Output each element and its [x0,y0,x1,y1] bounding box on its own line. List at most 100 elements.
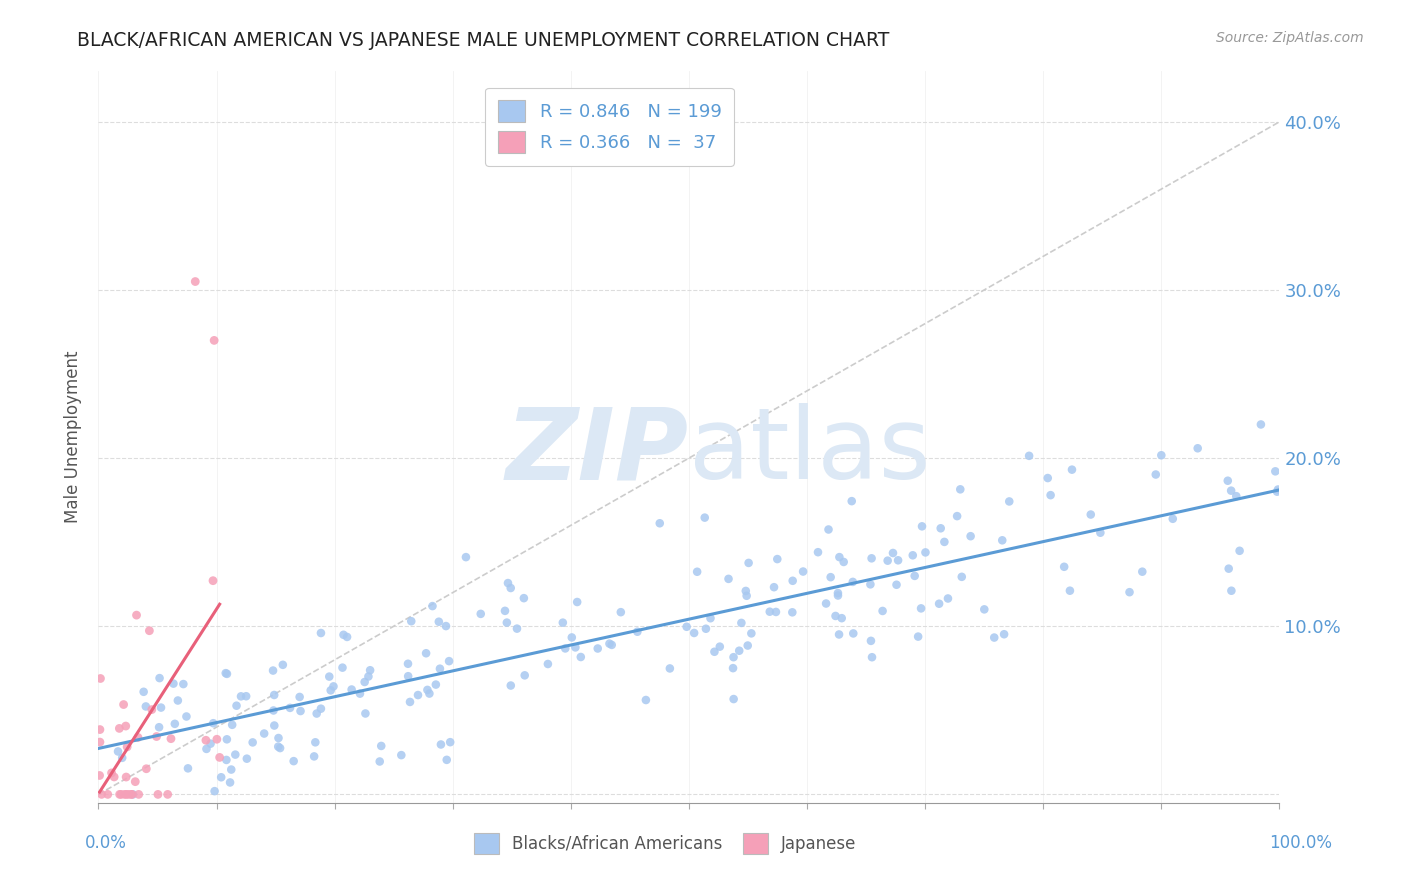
Point [686,565,709,579]
Point [626,624,648,639]
Point [569,650,592,665]
Point [723,692,745,706]
Point [876,554,898,568]
Point [215,753,238,767]
Point [263,688,285,702]
Point [1265,484,1288,499]
Point [998,494,1021,508]
Point [437,654,460,668]
Point [267,739,290,754]
Point [513,668,536,682]
Point [156,788,179,802]
Point [148,671,170,685]
Point [735,589,758,603]
Text: atlas: atlas [689,403,931,500]
Point [219,775,242,789]
Y-axis label: Male Unemployment: Male Unemployment [65,351,83,524]
Point [907,630,929,644]
Point [728,644,751,658]
Point [309,626,332,640]
Point [827,586,849,600]
Point [399,695,422,709]
Point [683,626,706,640]
Point [89,768,111,782]
Point [145,730,167,744]
Point [717,572,740,586]
Point [730,615,752,630]
Point [349,687,371,701]
Point [336,630,359,644]
Point [1059,583,1081,598]
Point [1090,525,1112,540]
Point [709,640,731,654]
Point [1150,448,1173,462]
Point [494,604,516,618]
Point [991,533,1014,548]
Point [564,640,586,655]
Point [910,601,932,615]
Point [146,788,169,802]
Point [215,666,238,681]
Point [117,788,139,802]
Point [911,519,934,533]
Point [737,639,759,653]
Point [1250,417,1272,432]
Point [766,552,789,566]
Legend: Blacks/African Americans, Japanese: Blacks/African Americans, Japanese [467,827,863,860]
Point [415,646,437,660]
Point [108,722,131,736]
Point [1220,583,1243,598]
Point [567,595,589,609]
Point [820,570,842,584]
Point [430,738,453,752]
Point [1130,565,1153,579]
Point [561,631,583,645]
Point [765,605,787,619]
Point [1161,512,1184,526]
Point [842,626,865,640]
Point [600,638,623,652]
Point [176,709,198,723]
Point [901,549,924,563]
Point [97,788,120,802]
Point [89,672,111,686]
Point [824,609,846,624]
Point [832,555,855,569]
Point [242,735,264,749]
Point [586,641,609,656]
Point [115,770,138,784]
Point [703,645,725,659]
Point [114,788,136,802]
Point [1053,559,1076,574]
Point [425,677,447,691]
Point [537,657,560,671]
Point [429,662,451,676]
Point [887,553,910,567]
Point [648,516,671,531]
Point [513,591,536,606]
Point [107,744,129,758]
Point [1264,464,1286,478]
Point [200,737,222,751]
Point [886,578,908,592]
Point [827,589,849,603]
Text: ZIP: ZIP [506,403,689,500]
Point [721,661,744,675]
Point [163,716,186,731]
Point [1267,483,1289,497]
Point [108,788,131,802]
Point [1225,489,1247,503]
Point [551,615,574,630]
Point [302,749,325,764]
Point [598,637,620,651]
Point [368,755,391,769]
Point [304,735,326,749]
Point [89,735,111,749]
Point [993,627,1015,641]
Point [737,556,759,570]
Point [859,577,882,591]
Point [263,718,285,732]
Point [318,670,340,684]
Point [934,535,956,549]
Point [782,605,804,619]
